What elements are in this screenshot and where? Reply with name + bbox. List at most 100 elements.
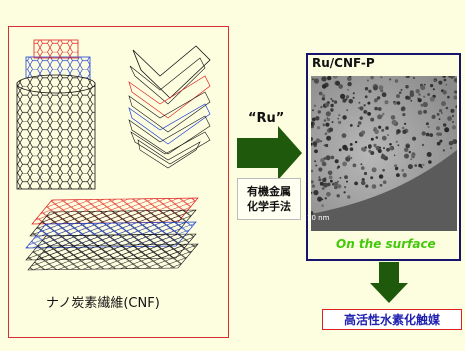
nanoparticle <box>322 123 325 126</box>
nanoparticle <box>447 95 450 99</box>
process-arrow <box>237 126 302 180</box>
nanoparticle <box>404 122 407 125</box>
nanoparticle <box>441 112 443 114</box>
nanoparticle <box>450 76 454 79</box>
nanoparticle <box>382 112 385 115</box>
nanoparticle <box>311 142 313 146</box>
nanoparticle <box>311 180 314 184</box>
nanoparticle <box>374 106 378 111</box>
nanoparticle <box>370 76 374 80</box>
nanoparticle <box>396 94 400 99</box>
nanoparticle <box>373 99 378 103</box>
nanoparticle <box>333 100 338 104</box>
nanoparticle <box>358 101 361 104</box>
nanoparticle <box>334 159 339 164</box>
nanoparticle <box>376 96 381 100</box>
nanoparticle <box>378 174 384 179</box>
nanoparticle <box>337 180 339 183</box>
nanoparticle <box>370 137 374 141</box>
nanoparticle <box>420 85 426 91</box>
nanoparticle <box>342 115 347 120</box>
tem-title: Ru/CNF-P <box>312 56 375 70</box>
nanoparticle <box>322 177 327 183</box>
nanoparticle <box>448 76 452 78</box>
nanoparticle <box>396 129 401 134</box>
nanoparticle <box>386 147 390 152</box>
platelet-sheets <box>25 197 199 271</box>
nanoparticle <box>325 122 330 127</box>
nanoparticle <box>320 158 325 163</box>
nanoparticle <box>445 83 448 86</box>
nanoparticle <box>442 149 446 152</box>
nanoparticle <box>394 79 399 83</box>
nanoparticle <box>318 167 323 172</box>
nanoparticle <box>330 97 333 100</box>
nanoparticle <box>431 114 436 119</box>
nanoparticle <box>402 113 406 117</box>
nanoparticle <box>318 176 321 179</box>
nanoparticle <box>352 92 355 95</box>
nanoparticle <box>420 103 424 107</box>
nanoparticle <box>393 154 396 157</box>
herringbone-stack <box>128 45 211 169</box>
nanoparticle <box>340 93 346 99</box>
nanoparticle <box>326 117 329 119</box>
nanoparticle <box>330 103 334 108</box>
nanoparticle <box>381 114 384 117</box>
nanoparticle <box>363 171 368 176</box>
scale-bar-label: 10 nm <box>307 214 330 222</box>
nanoparticle <box>422 101 428 108</box>
nanoparticle <box>330 108 334 112</box>
nanoparticle <box>311 184 315 188</box>
nanoparticle <box>451 125 456 130</box>
nanoparticle <box>315 164 318 167</box>
nanoparticle <box>387 134 390 136</box>
nanoparticle <box>311 137 314 142</box>
nanoparticle <box>396 173 400 177</box>
nanoparticle <box>321 187 325 190</box>
nanoparticle <box>377 107 382 111</box>
nanoparticle <box>338 84 343 89</box>
nanoparticle <box>423 95 426 98</box>
nanoparticle <box>427 93 430 96</box>
nanoparticle <box>384 100 389 105</box>
nanoparticle <box>317 126 321 130</box>
nanoparticle <box>314 149 318 154</box>
nanoparticle <box>427 125 430 129</box>
nanoparticle <box>391 119 397 125</box>
nanoparticle <box>311 78 315 81</box>
nanoparticle <box>389 143 392 146</box>
nanoparticle <box>337 165 340 169</box>
nanoparticle <box>349 76 352 78</box>
nanoparticle <box>354 181 358 186</box>
nanoparticle <box>349 124 353 127</box>
nanoparticle <box>372 84 375 87</box>
down-arrow <box>370 262 408 303</box>
nanoparticle <box>408 150 411 154</box>
nanoparticle <box>442 90 447 95</box>
nanoparticle <box>445 106 449 110</box>
nanoparticle <box>404 147 409 152</box>
nanoparticle <box>344 186 347 189</box>
nanoparticle <box>352 96 355 99</box>
nanoparticle <box>390 115 396 120</box>
nanoparticle <box>359 106 364 111</box>
nanoparticle <box>452 121 454 123</box>
nanoparticle <box>377 114 383 120</box>
nanoparticle <box>320 106 323 109</box>
nanoparticle <box>453 95 457 100</box>
nanoparticle <box>328 127 334 132</box>
nanoparticle <box>324 132 328 136</box>
nanoparticle <box>321 76 327 82</box>
nanoparticle <box>326 137 329 139</box>
nanoparticle <box>319 181 324 186</box>
nanoparticle <box>337 117 340 120</box>
nanoparticle <box>315 138 321 143</box>
nanoparticle <box>448 141 454 146</box>
nanoparticle <box>421 143 425 147</box>
nanoparticle <box>398 91 402 94</box>
nanoparticle <box>375 136 379 139</box>
nanoparticle <box>345 95 350 99</box>
nanoparticle <box>425 132 430 137</box>
nanoparticle <box>364 110 368 114</box>
